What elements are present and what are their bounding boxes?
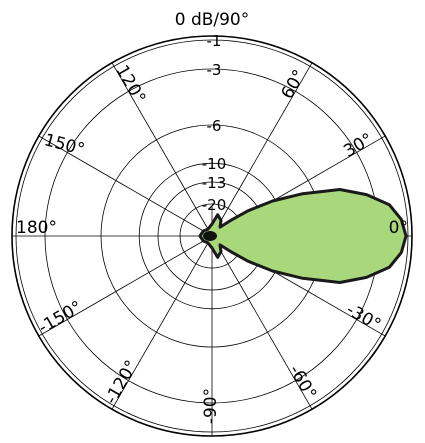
pattern-lobe (198, 188, 408, 284)
angle-label: 30° (340, 129, 376, 161)
angle-label: -120° (101, 357, 142, 408)
angle-label: 150° (42, 130, 87, 160)
chart-labels: -1-3-6-10-13-200°30°60°120°150°180°-150°… (16, 32, 408, 424)
radial-tick-label: -6 (207, 117, 222, 135)
angle-label: 120° (111, 62, 149, 107)
angle-label: 180° (16, 218, 57, 238)
angle-label: -150° (35, 297, 86, 338)
radial-tick-label: -13 (202, 174, 227, 192)
angle-label: 0° (389, 218, 408, 238)
angle-spoke (111, 235, 213, 410)
radial-tick-label: -20 (202, 196, 227, 214)
angle-label: -30° (343, 300, 384, 335)
angle-spoke (38, 135, 213, 237)
back-lobe (203, 231, 217, 241)
angle-label: -90° (201, 388, 221, 424)
angle-spoke (111, 62, 213, 237)
chart-title: 0 dB/90° (175, 10, 250, 30)
angle-spoke (211, 62, 313, 237)
angle-spoke (211, 235, 313, 410)
radial-tick-label: -3 (207, 61, 222, 79)
radial-tick-label: -10 (202, 155, 227, 173)
angle-spoke (38, 235, 213, 337)
radiation-pattern (198, 188, 408, 284)
radial-tick-label: -1 (207, 32, 222, 50)
